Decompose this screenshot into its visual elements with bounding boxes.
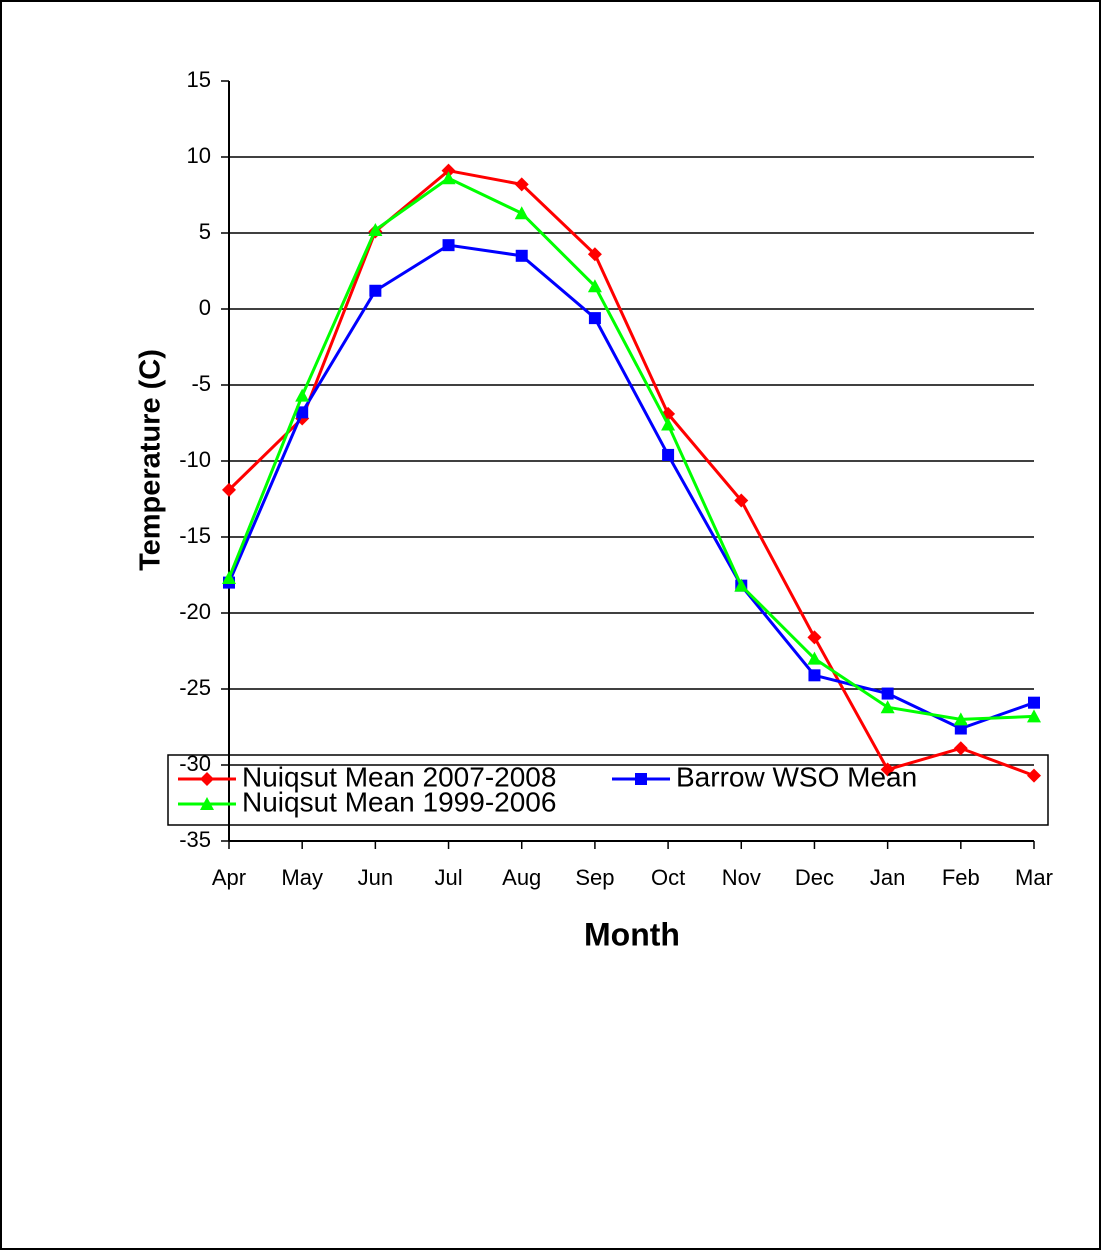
point bbox=[295, 388, 310, 402]
point bbox=[296, 406, 309, 419]
point bbox=[514, 206, 529, 220]
y-tick-label: 5 bbox=[199, 219, 211, 244]
y-tick-label: -30 bbox=[179, 751, 211, 776]
point bbox=[808, 669, 821, 682]
point bbox=[368, 222, 383, 236]
legend-label: Barrow WSO Mean bbox=[676, 761, 917, 792]
point bbox=[807, 630, 822, 645]
y-tick-label: 15 bbox=[187, 67, 211, 92]
x-tick-label: Nov bbox=[722, 865, 761, 890]
x-tick-label: May bbox=[281, 865, 323, 890]
point bbox=[734, 578, 749, 592]
point bbox=[953, 712, 968, 726]
x-tick-label: Feb bbox=[942, 865, 980, 890]
point bbox=[880, 700, 895, 714]
point bbox=[587, 247, 602, 262]
x-tick-label: Oct bbox=[651, 865, 685, 890]
legend-label: Nuiqsut Mean 2007-2008 bbox=[242, 761, 556, 792]
point bbox=[369, 284, 382, 297]
series-line bbox=[227, 243, 1035, 731]
point bbox=[661, 417, 676, 431]
y-tick-label: -15 bbox=[179, 523, 211, 548]
x-tick-label: Aug bbox=[502, 865, 541, 890]
x-tick-label: Sep bbox=[575, 865, 614, 890]
y-tick-label: -35 bbox=[179, 827, 211, 852]
point bbox=[588, 312, 601, 325]
point bbox=[954, 722, 967, 735]
series-line bbox=[227, 176, 1035, 721]
y-tick-label: -5 bbox=[191, 371, 211, 396]
y-tick-label: -20 bbox=[179, 599, 211, 624]
y-tick-label: 0 bbox=[199, 295, 211, 320]
point bbox=[880, 762, 895, 777]
point bbox=[514, 177, 529, 192]
point bbox=[953, 741, 968, 756]
point bbox=[734, 493, 749, 508]
point bbox=[1028, 696, 1040, 709]
y-tick-label: -25 bbox=[179, 675, 211, 700]
point bbox=[441, 163, 456, 178]
point bbox=[1027, 768, 1041, 783]
x-tick-label: Jan bbox=[870, 865, 905, 890]
y-tick-label: 10 bbox=[187, 143, 211, 168]
point bbox=[515, 249, 528, 262]
point bbox=[662, 448, 675, 461]
point bbox=[587, 279, 602, 293]
point bbox=[442, 239, 455, 252]
point bbox=[441, 171, 456, 185]
x-tick-label: Jul bbox=[434, 865, 462, 890]
point bbox=[222, 571, 236, 585]
y-tick-label: -10 bbox=[179, 447, 211, 472]
point bbox=[807, 651, 822, 665]
x-tick-label: Mar bbox=[1015, 865, 1053, 890]
y-axis-title: Temperature (C) bbox=[135, 349, 167, 571]
legend-marker bbox=[635, 773, 647, 785]
legend-marker bbox=[200, 772, 214, 786]
point bbox=[1027, 709, 1041, 723]
point bbox=[222, 482, 236, 497]
series-line bbox=[227, 169, 1035, 778]
x-tick-label: Apr bbox=[212, 865, 246, 890]
x-tick-label: Dec bbox=[795, 865, 834, 890]
x-axis-title: Month bbox=[584, 916, 680, 952]
x-tick-label: Jun bbox=[358, 865, 393, 890]
legend-marker bbox=[200, 797, 214, 810]
legend-label: Nuiqsut Mean 1999-2006 bbox=[242, 786, 556, 817]
point bbox=[881, 687, 894, 700]
